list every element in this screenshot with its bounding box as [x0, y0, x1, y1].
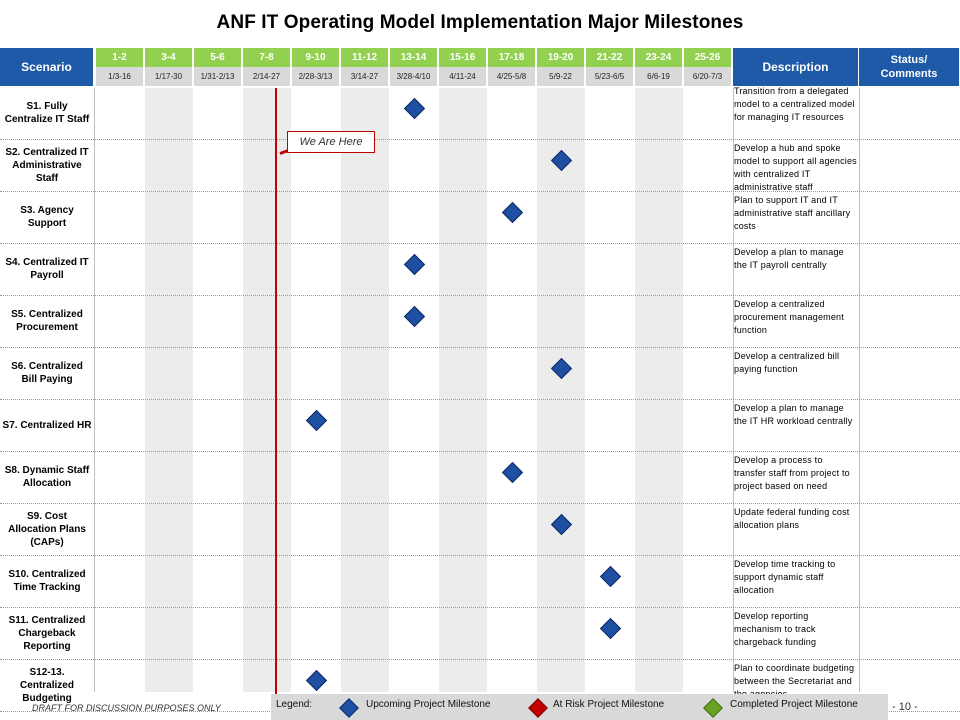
description-cell: Develop a plan to manage the IT payroll …: [734, 247, 844, 270]
period-header: 17-18: [488, 48, 537, 67]
period-header: 13-14: [390, 48, 439, 67]
column-shading: [243, 88, 291, 692]
date-range-header: 4/25-5/8: [488, 67, 537, 86]
status-header: Status/ Comments: [859, 48, 960, 86]
period-header: 19-20: [537, 48, 586, 67]
row-divider: [0, 191, 960, 192]
column-shading: [145, 88, 193, 692]
scenario-label: S5. Centralized Procurement: [11, 309, 83, 333]
legend: [271, 694, 888, 720]
row-divider: [0, 607, 960, 608]
date-range-header: 5/9-22: [537, 67, 586, 86]
scenario-label: S9. Cost Allocation Plans (CAPs): [8, 510, 86, 548]
scenario-label: S11. Centralized Chargeback Reporting: [8, 614, 86, 652]
period-header: 1-2: [96, 48, 145, 67]
milestone-diamond: [501, 461, 524, 483]
milestone-diamond: [599, 617, 622, 639]
date-range-header: 2/14-27: [243, 67, 292, 86]
current-date-line: [275, 88, 277, 720]
date-range-header: 5/23-6/5: [586, 67, 635, 86]
column-shading: [537, 88, 585, 692]
draft-notice: DRAFT FOR DISCUSSION PURPOSES ONLY: [32, 703, 221, 713]
date-range-header: 1/31-2/13: [194, 67, 243, 86]
period-header: 11-12: [341, 48, 390, 67]
date-range-header: 6/20-7/3: [684, 67, 733, 86]
milestone-diamond: [403, 97, 426, 119]
period-header: 25-26: [684, 48, 733, 67]
column-shading: [439, 88, 487, 692]
scenario-label: S8. Dynamic Staff Allocation: [4, 465, 90, 489]
period-header: 21-22: [586, 48, 635, 67]
milestone-diamond: [305, 669, 328, 691]
column-divider: [859, 88, 860, 692]
date-range-header: 3/28-4/10: [390, 67, 439, 86]
period-header: 23-24: [635, 48, 684, 67]
date-range-header: 3/14-27: [341, 67, 390, 86]
scenario-label: S2. Centralized IT Administrative Staff: [5, 146, 89, 184]
scenario-label: S6. Centralized Bill Paying: [11, 361, 83, 385]
period-header: 5-6: [194, 48, 243, 67]
legend-completed-label: Completed Project Milestone: [730, 699, 858, 710]
description-cell: Transition from a delegated model to a c…: [734, 86, 855, 122]
legend-label: Legend:: [276, 699, 313, 710]
description-header: Description: [733, 48, 859, 86]
milestone-diamond: [305, 409, 328, 431]
row-divider: [0, 347, 960, 348]
period-header: 9-10: [292, 48, 341, 67]
scenario-label: S1. Fully Centralize IT Staff: [4, 101, 90, 125]
description-cell: Develop a hub and spoke model to support…: [734, 143, 857, 190]
description-cell: Plan to support IT and IT administrative…: [734, 195, 851, 231]
description-cell: Develop a centralized bill paying functi…: [734, 351, 840, 374]
page-title: ANF IT Operating Model Implementation Ma…: [216, 12, 744, 33]
date-range-header: 4/11-24: [439, 67, 488, 86]
row-divider: [0, 659, 960, 660]
column-divider: [733, 88, 734, 692]
we-are-here-callout: We Are Here: [287, 131, 375, 153]
milestone-diamond: [403, 305, 426, 327]
scenario-label: S3. Agency Support: [20, 205, 74, 229]
scenario-label: S4. Centralized IT Payroll: [5, 257, 89, 281]
description-cell: Develop a centralized procurement manage…: [734, 299, 844, 335]
milestone-diamond: [403, 253, 426, 275]
legend-upcoming-label: Upcoming Project Milestone: [366, 699, 491, 710]
scenario-header: Scenario: [0, 48, 94, 86]
scenario-label: S12-13. Centralized Budgeting: [20, 666, 74, 704]
scenario-label: S7. Centralized HR: [2, 419, 92, 431]
description-cell: Develop a process to transfer staff from…: [734, 455, 850, 491]
description-cell: Develop reporting mechanism to track cha…: [734, 611, 817, 647]
column-shading: [341, 88, 389, 692]
description-cell: Develop time tracking to support dynamic…: [734, 559, 836, 595]
row-divider: [0, 503, 960, 504]
row-divider: [0, 139, 960, 140]
row-divider: [0, 451, 960, 452]
scenario-label: S10. Centralized Time Tracking: [8, 569, 86, 593]
row-divider: [0, 399, 960, 400]
row-divider: [0, 243, 960, 244]
column-shading: [635, 88, 683, 692]
date-range-header: 1/3-16: [96, 67, 145, 86]
row-divider: [0, 555, 960, 556]
date-range-header: 1/17-30: [145, 67, 194, 86]
description-cell: Develop a plan to manage the IT HR workl…: [734, 403, 853, 426]
column-divider: [94, 88, 95, 692]
legend-at-risk-label: At Risk Project Milestone: [553, 699, 665, 710]
date-range-header: 2/28-3/13: [292, 67, 341, 86]
row-divider: [0, 295, 960, 296]
description-cell: Update federal funding cost allocation p…: [734, 507, 850, 530]
page-number: - 10 -: [892, 701, 918, 713]
period-header: 3-4: [145, 48, 194, 67]
period-header: 15-16: [439, 48, 488, 67]
date-range-header: 6/6-19: [635, 67, 684, 86]
milestone-diamond: [501, 201, 524, 223]
period-header: 7-8: [243, 48, 292, 67]
milestone-diamond: [599, 565, 622, 587]
